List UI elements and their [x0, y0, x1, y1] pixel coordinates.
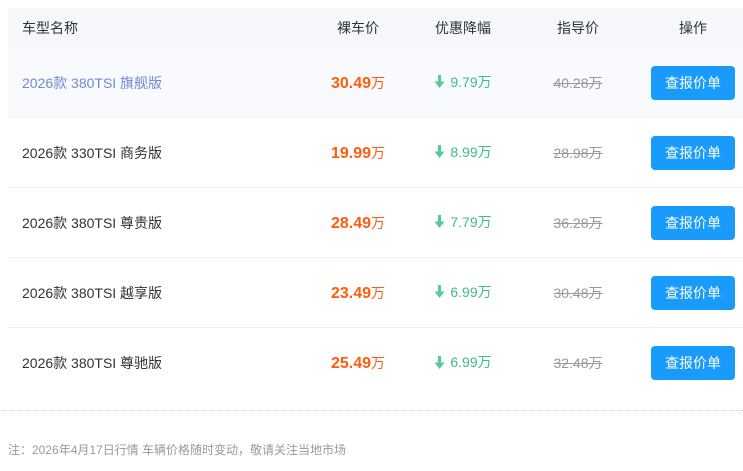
discount-value: 6.99万 [450, 354, 492, 371]
table-row: 2026款 380TSI 旗舰版 30.49万 9.79万 40.28万 查报价… [8, 48, 743, 118]
dotted-divider [0, 410, 743, 411]
quote-button[interactable]: 查报价单 [651, 205, 735, 240]
down-arrow-icon [434, 285, 445, 299]
model-name-link[interactable]: 2026款 380TSI 越享版 [22, 284, 163, 301]
quote-button[interactable]: 查报价单 [651, 346, 735, 380]
bare-price: 28.49万 [330, 214, 386, 232]
header-discount: 优惠降幅 [435, 20, 491, 36]
discount-value: 6.99万 [450, 283, 492, 300]
quote-button[interactable]: 查报价单 [651, 135, 735, 170]
table-row: 2026款 380TSI 越享版 23.49万 6.99万 30.48万 查报价… [8, 258, 743, 328]
car-price-page: 车型名称 裸车价 优惠降幅 指导价 操作 2026款 380TSI 旗舰版 30… [0, 8, 743, 457]
guide-price: 40.28万 [553, 74, 603, 91]
guide-price: 28.98万 [553, 144, 603, 161]
header-model: 车型名称 [22, 20, 78, 36]
down-arrow-icon [434, 355, 445, 369]
discount-amount: 9.79万 [434, 72, 492, 92]
bare-price: 19.99万 [330, 144, 386, 162]
guide-price: 32.48万 [553, 355, 603, 371]
table-row: 2026款 380TSI 尊驰版 25.49万 6.99万 32.48万 查报价… [8, 328, 743, 398]
down-arrow-icon [434, 75, 445, 89]
discount-value: 9.79万 [450, 73, 492, 90]
bare-price: 23.49万 [330, 284, 386, 302]
model-name-link[interactable]: 2026款 380TSI 尊贵版 [22, 214, 163, 231]
guide-price: 36.28万 [553, 214, 603, 231]
header-action: 操作 [679, 20, 707, 36]
table-header-row: 车型名称 裸车价 优惠降幅 指导价 操作 [8, 8, 743, 48]
table-row: 2026款 380TSI 尊贵版 28.49万 7.79万 36.28万 查报价… [8, 188, 743, 258]
discount-value: 7.79万 [450, 213, 492, 230]
quote-button[interactable]: 查报价单 [651, 65, 735, 100]
car-price-table: 车型名称 裸车价 优惠降幅 指导价 操作 2026款 380TSI 旗舰版 30… [8, 8, 743, 398]
header-bare-price: 裸车价 [337, 20, 379, 36]
discount-amount: 8.99万 [434, 142, 492, 162]
down-arrow-icon [434, 145, 445, 159]
quote-button[interactable]: 查报价单 [651, 275, 735, 310]
table-row: 2026款 330TSI 商务版 19.99万 8.99万 28.98万 查报价… [8, 118, 743, 188]
discount-value: 8.99万 [450, 143, 492, 160]
discount-amount: 6.99万 [434, 352, 492, 372]
bare-price: 30.49万 [330, 74, 386, 92]
discount-amount: 6.99万 [434, 282, 492, 302]
model-name-link[interactable]: 2026款 380TSI 旗舰版 [22, 74, 163, 91]
bare-price: 25.49万 [330, 355, 386, 372]
model-name-link[interactable]: 2026款 330TSI 商务版 [22, 144, 163, 161]
model-name-link[interactable]: 2026款 380TSI 尊驰版 [22, 355, 163, 371]
table-body: 2026款 380TSI 旗舰版 30.49万 9.79万 40.28万 查报价… [8, 48, 743, 398]
header-guide-price: 指导价 [557, 20, 599, 36]
market-note: 注：2026年4月17日行情 车辆价格随时变动，敬请关注当地市场 [8, 443, 347, 457]
guide-price: 30.48万 [553, 284, 603, 301]
down-arrow-icon [434, 215, 445, 229]
discount-amount: 7.79万 [434, 212, 492, 232]
